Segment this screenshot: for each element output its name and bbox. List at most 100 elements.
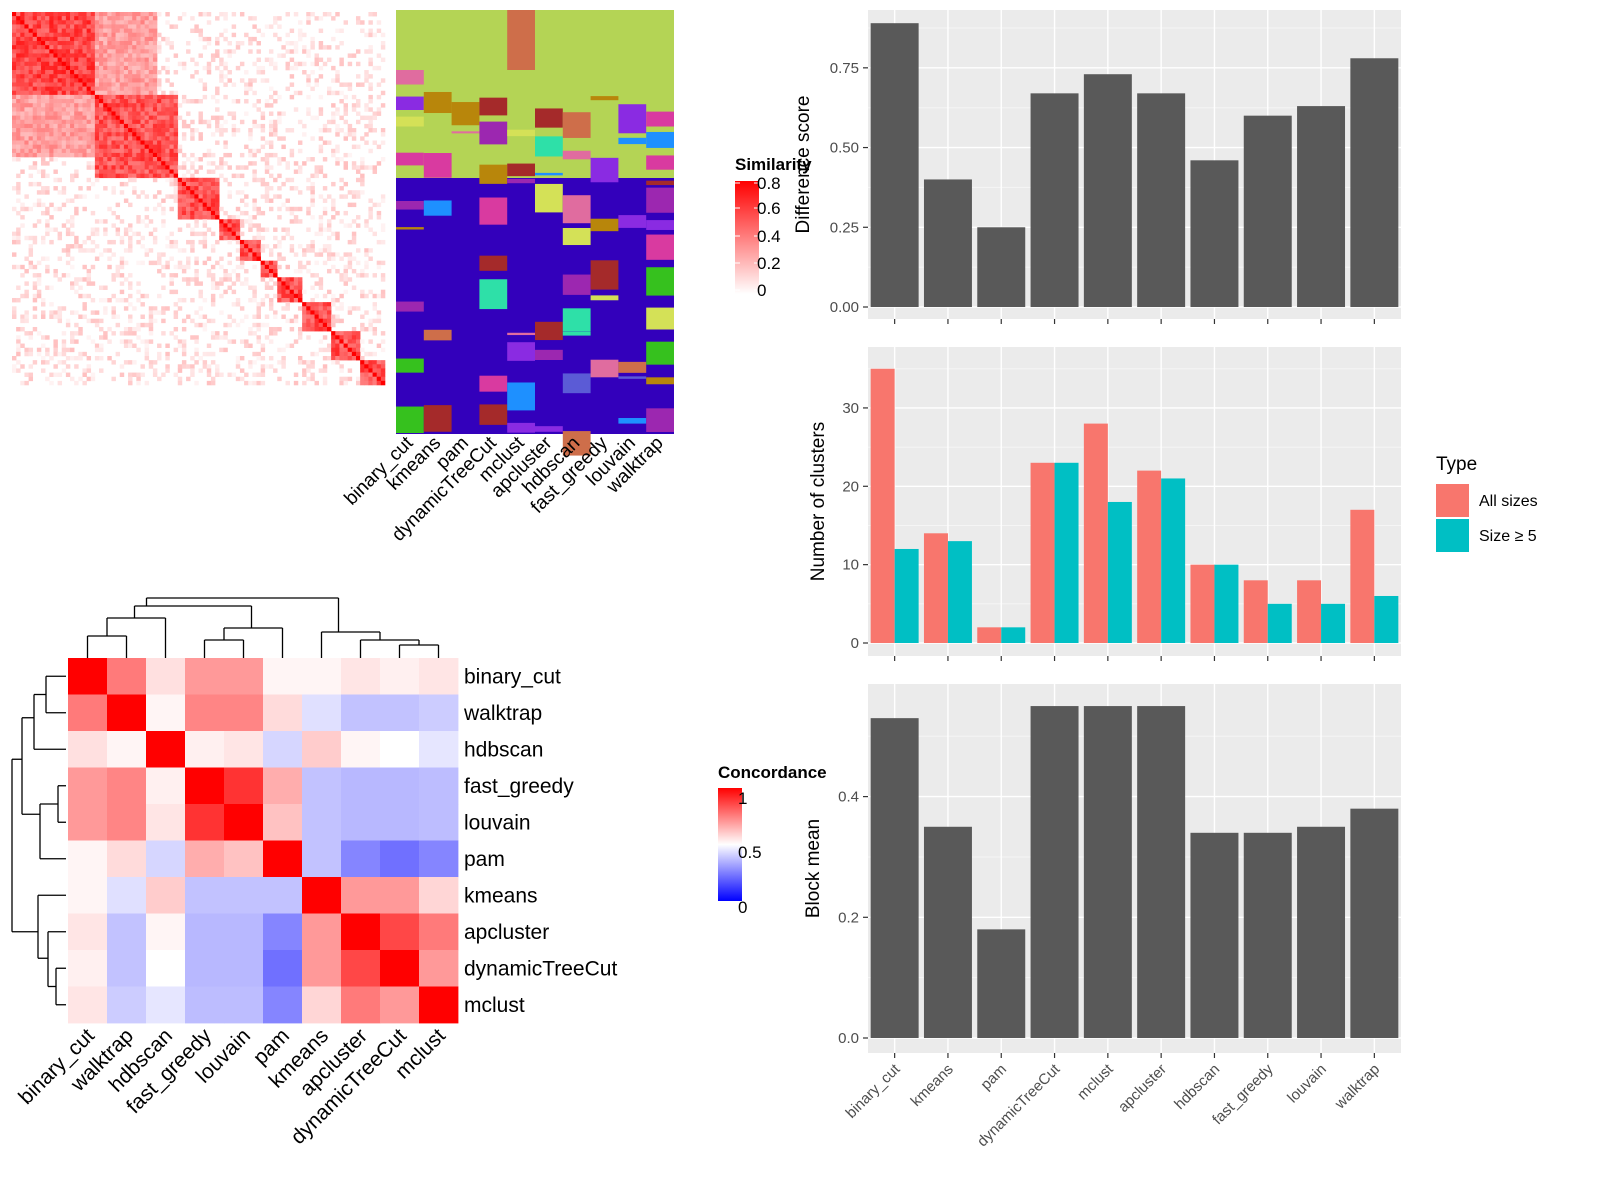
similarity-cell bbox=[326, 194, 332, 199]
similarity-cell bbox=[86, 94, 92, 100]
similarity-cell bbox=[198, 99, 203, 104]
similarity-cell bbox=[136, 28, 141, 34]
similarity-cell bbox=[235, 190, 241, 195]
similarity-cell bbox=[144, 16, 150, 21]
similarity-cell bbox=[128, 111, 133, 116]
similarity-cell bbox=[206, 177, 212, 183]
similarity-cell bbox=[123, 115, 129, 121]
similarity-cell bbox=[380, 368, 386, 373]
similarity-cell bbox=[314, 169, 319, 174]
similarity-cell bbox=[90, 24, 96, 29]
similarity-cell bbox=[115, 231, 121, 237]
similarity-cell bbox=[152, 94, 158, 100]
membership-segment bbox=[479, 197, 508, 225]
similarity-cell bbox=[107, 74, 112, 79]
similarity-cell bbox=[103, 32, 108, 38]
similarity-cell bbox=[281, 285, 286, 290]
similarity-cell bbox=[53, 339, 58, 344]
similarity-cell bbox=[28, 70, 34, 75]
similarity-cell bbox=[256, 49, 261, 54]
similarity-cell bbox=[343, 161, 348, 166]
concordance-row-label: walktrap bbox=[463, 702, 542, 725]
similarity-cell bbox=[152, 144, 158, 150]
similarity-cell bbox=[326, 347, 332, 353]
similarity-cell bbox=[107, 41, 112, 46]
membership-segment bbox=[479, 375, 508, 392]
concordance-cell bbox=[185, 731, 225, 768]
similarity-cell bbox=[368, 115, 373, 121]
similarity-cell bbox=[74, 144, 79, 150]
similarity-cell bbox=[339, 376, 344, 382]
similarity-cell bbox=[339, 355, 344, 361]
similarity-cell bbox=[74, 103, 79, 108]
similarity-cell bbox=[20, 103, 25, 108]
similarity-cell bbox=[244, 90, 249, 96]
similarity-cell bbox=[161, 372, 166, 378]
similarity-cell bbox=[343, 264, 348, 270]
similarity-cell bbox=[28, 372, 34, 378]
similarity-cell bbox=[82, 119, 87, 125]
membership-segment bbox=[423, 405, 452, 432]
similarity-cell bbox=[293, 252, 299, 257]
similarity-cell bbox=[32, 74, 38, 79]
similarity-cell bbox=[277, 281, 282, 286]
similarity-cell bbox=[41, 119, 46, 125]
similarity-cell bbox=[285, 277, 290, 282]
similarity-cell bbox=[94, 103, 100, 108]
similarity-cell bbox=[12, 231, 17, 237]
similarity-cell bbox=[169, 144, 174, 150]
y-tick-label: 0.00 bbox=[830, 299, 859, 316]
y-axis-label: Difference score bbox=[793, 96, 814, 234]
similarity-cell bbox=[41, 61, 46, 67]
similarity-cell bbox=[123, 12, 129, 17]
similarity-cell bbox=[264, 169, 270, 174]
similarity-cell bbox=[173, 140, 179, 145]
similarity-cell bbox=[94, 152, 100, 158]
similarity-cell bbox=[53, 268, 58, 274]
similarity-cell bbox=[260, 111, 266, 116]
similarity-cell bbox=[252, 173, 257, 179]
similarity-cell bbox=[49, 285, 54, 290]
similarity-cell bbox=[136, 297, 141, 303]
similarity-cell bbox=[231, 235, 237, 241]
similarity-cell bbox=[194, 273, 199, 278]
similarity-cell bbox=[45, 173, 50, 179]
similarity-cell bbox=[36, 289, 42, 295]
similarity-cell bbox=[186, 169, 191, 174]
similarity-cell bbox=[252, 235, 257, 241]
similarity-cell bbox=[194, 268, 199, 274]
similarity-cell bbox=[74, 289, 79, 295]
similarity-cell bbox=[355, 339, 361, 344]
similarity-cell bbox=[314, 281, 319, 286]
similarity-cell bbox=[16, 186, 21, 191]
membership-segment bbox=[562, 308, 591, 332]
similarity-cell bbox=[368, 128, 373, 133]
similarity-cell bbox=[82, 123, 87, 129]
similarity-cell bbox=[314, 380, 319, 386]
similarity-cell bbox=[12, 239, 17, 245]
similarity-cell bbox=[364, 132, 369, 137]
similarity-cell bbox=[123, 107, 129, 112]
similarity-cell bbox=[310, 372, 315, 378]
similarity-cell bbox=[194, 360, 199, 365]
similarity-cell bbox=[297, 169, 303, 174]
similarity-cell bbox=[107, 65, 112, 71]
similarity-cell bbox=[297, 219, 303, 224]
similarity-cell bbox=[28, 248, 34, 253]
similarity-cell bbox=[355, 165, 361, 170]
similarity-cell bbox=[289, 94, 295, 100]
similarity-cell bbox=[339, 99, 344, 104]
similarity-cell bbox=[82, 36, 87, 42]
membership-segment bbox=[535, 136, 563, 157]
similarity-cell bbox=[297, 244, 303, 249]
similarity-cell bbox=[351, 235, 357, 241]
similarity-cell bbox=[65, 364, 71, 369]
similarity-cell bbox=[136, 161, 141, 166]
similarity-cell bbox=[364, 219, 369, 224]
similarity-cell bbox=[57, 61, 63, 67]
similarity-cell bbox=[169, 239, 174, 245]
concordance-heatmap: binary_cutwalktraphdbscanfast_greedylouv… bbox=[14, 658, 617, 1149]
similarity-cell bbox=[364, 380, 369, 386]
similarity-cell bbox=[144, 20, 150, 25]
similarity-cell bbox=[16, 41, 21, 46]
